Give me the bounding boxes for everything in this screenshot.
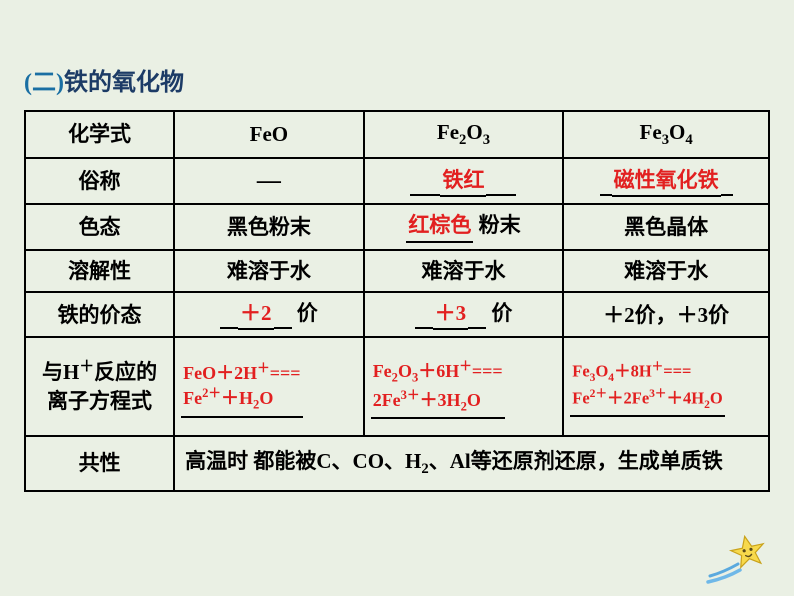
color-feo: 黑色粉末 bbox=[174, 204, 364, 249]
table-row-valence: 铁的价态 ＋2 价 ＋3 价 ＋2价，＋3价 bbox=[25, 292, 769, 337]
table-row-common-prop: 共性 高温时 都能被C、CO、H2、Al等还原剂还原，生成单质铁 bbox=[25, 436, 769, 491]
color-fe2o3: 红棕色 粉末 bbox=[364, 204, 564, 249]
eq-feo: FeO＋2H＋=== Fe2＋＋H2O bbox=[174, 337, 364, 436]
valence-feo: ＋2 价 bbox=[174, 292, 364, 337]
valence-fe3o4: ＋2价，＋3价 bbox=[563, 292, 769, 337]
hdr-fe3o4: Fe3O4 bbox=[563, 111, 769, 158]
table-row-common-name: 俗称 — 铁红 磁性氧化铁 bbox=[25, 158, 769, 204]
solu-fe2o3: 难溶于水 bbox=[364, 250, 564, 292]
iron-oxides-table: 化学式 FeO Fe2O3 Fe3O4 俗称 — 铁红 磁性氧化铁 色态 黑色粉… bbox=[24, 110, 770, 492]
lbl-valence: 铁的价态 bbox=[25, 292, 174, 337]
lbl-common-name: 俗称 bbox=[25, 158, 174, 204]
color-fe3o4: 黑色晶体 bbox=[563, 204, 769, 249]
name-feo: — bbox=[174, 158, 364, 204]
table-row-header: 化学式 FeO Fe2O3 Fe3O4 bbox=[25, 111, 769, 158]
hdr-formula: 化学式 bbox=[25, 111, 174, 158]
lbl-ion-eq: 与H＋反应的 离子方程式 bbox=[25, 337, 174, 436]
star-decoration-icon bbox=[704, 526, 776, 586]
lbl-color: 色态 bbox=[25, 204, 174, 249]
name-fe2o3: 铁红 bbox=[364, 158, 564, 204]
eq-fe2o3: Fe2O3＋6H＋=== 2Fe3＋＋3H2O bbox=[364, 337, 564, 436]
eq-fe3o4: Fe3O4＋8H＋=== Fe2＋＋2Fe3＋＋4H2O bbox=[563, 337, 769, 436]
hdr-feo: FeO bbox=[174, 111, 364, 158]
title-paren: (二) bbox=[24, 70, 64, 96]
name-fe3o4: 磁性氧化铁 bbox=[563, 158, 769, 204]
table-row-solubility: 溶解性 难溶于水 难溶于水 难溶于水 bbox=[25, 250, 769, 292]
title-text: 铁的氧化物 bbox=[64, 70, 184, 96]
solu-feo: 难溶于水 bbox=[174, 250, 364, 292]
solu-fe3o4: 难溶于水 bbox=[563, 250, 769, 292]
hdr-fe2o3: Fe2O3 bbox=[364, 111, 564, 158]
lbl-solubility: 溶解性 bbox=[25, 250, 174, 292]
valence-fe2o3: ＋3 价 bbox=[364, 292, 564, 337]
table-row-ion-eq: 与H＋反应的 离子方程式 FeO＋2H＋=== Fe2＋＋H2O Fe2O3＋6… bbox=[25, 337, 769, 436]
section-title: (二)铁的氧化物 bbox=[24, 62, 184, 97]
common-text: 高温时 都能被C、CO、H2、Al等还原剂还原，生成单质铁 bbox=[174, 436, 769, 491]
lbl-common-prop: 共性 bbox=[25, 436, 174, 491]
table-row-color: 色态 黑色粉末 红棕色 粉末 黑色晶体 bbox=[25, 204, 769, 249]
